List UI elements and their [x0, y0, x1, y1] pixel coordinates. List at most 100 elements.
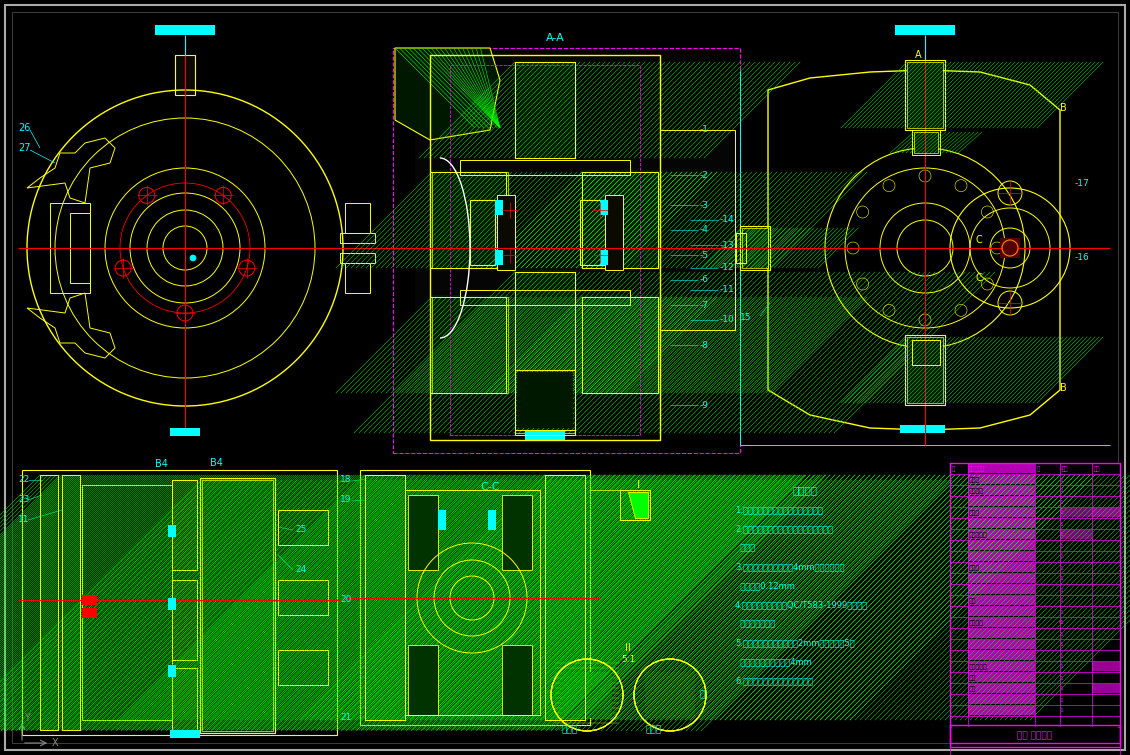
Bar [968, 596, 1035, 605]
Bar [502, 495, 532, 570]
Text: 卡环: 卡环 [970, 675, 976, 681]
Bar [515, 60, 575, 435]
Polygon shape [628, 492, 647, 518]
Text: 5.在制动器处物内压力轴面2mm处时，保压5秒: 5.在制动器处物内压力轴面2mm处时，保压5秒 [734, 639, 854, 648]
Text: 它异物: 它异物 [734, 544, 755, 553]
Text: 技术要求: 技术要求 [792, 485, 817, 495]
Bar [968, 706, 1035, 715]
Text: 1: 1 [1059, 599, 1063, 603]
Text: 11: 11 [18, 516, 29, 525]
Bar [662, 132, 733, 328]
Bar [175, 55, 195, 95]
Bar [950, 747, 1120, 755]
Bar [968, 464, 1035, 473]
Bar [278, 510, 328, 545]
Bar [907, 62, 944, 128]
Bar [515, 272, 575, 433]
Text: 1: 1 [1059, 544, 1063, 548]
Bar [525, 430, 565, 440]
Text: 3.在制动盘大直径处向内4mm，处摩擦面跳: 3.在制动盘大直径处向内4mm，处摩擦面跳 [734, 562, 844, 572]
Text: 1: 1 [1059, 500, 1063, 504]
Bar [40, 475, 58, 730]
Bar [600, 200, 608, 215]
Text: 放油口: 放油口 [970, 565, 980, 571]
Bar [899, 425, 945, 433]
Bar [968, 508, 1035, 517]
Text: 21: 21 [340, 713, 351, 723]
Text: 材料: 材料 [1062, 466, 1069, 472]
Bar [968, 629, 1035, 638]
Bar [62, 475, 80, 730]
Bar [200, 478, 275, 733]
Text: I: I [636, 480, 640, 490]
Bar [580, 170, 660, 270]
Text: 油封: 油封 [970, 686, 976, 692]
Text: 23: 23 [18, 495, 29, 504]
Text: -4: -4 [699, 226, 709, 235]
Bar [914, 132, 938, 153]
Text: 钳盘 式制动器: 钳盘 式制动器 [1017, 732, 1052, 741]
Text: 4.总合技术条件应符合QC/T583-1999《摩车制: 4.总合技术条件应符合QC/T583-1999《摩车制 [734, 600, 868, 609]
Bar [1092, 662, 1120, 671]
Bar [502, 645, 532, 715]
Bar [340, 253, 375, 263]
Text: 1: 1 [1059, 664, 1063, 670]
Bar [82, 485, 172, 720]
Bar [912, 130, 940, 155]
Text: 5:1: 5:1 [620, 655, 635, 664]
Bar [515, 62, 575, 158]
Text: 序: 序 [951, 466, 955, 472]
Text: -8: -8 [699, 341, 709, 350]
Bar [431, 297, 506, 393]
Bar [460, 290, 631, 305]
Bar [968, 585, 1035, 594]
Text: 6: 6 [1059, 621, 1063, 625]
Text: -14: -14 [720, 215, 735, 224]
Text: C: C [975, 273, 982, 283]
Bar [545, 475, 585, 720]
Bar [408, 495, 438, 570]
Text: 动不大于0.12mm: 动不大于0.12mm [734, 581, 794, 590]
Text: 1: 1 [1059, 698, 1063, 702]
Text: 1: 1 [1059, 522, 1063, 526]
Text: -12: -12 [720, 263, 735, 273]
Bar [968, 640, 1035, 649]
Bar [620, 490, 650, 520]
Text: 制块总成: 制块总成 [970, 488, 984, 494]
Bar [513, 270, 577, 435]
Text: A: A [914, 50, 921, 60]
Text: A-A: A-A [546, 33, 564, 43]
Text: B4: B4 [210, 458, 223, 468]
Text: 备注: 备注 [1094, 466, 1101, 472]
Bar [912, 340, 940, 365]
Bar [432, 297, 508, 393]
Bar [431, 172, 506, 268]
Bar [895, 25, 955, 35]
Text: 1: 1 [1059, 565, 1063, 571]
Bar [907, 337, 944, 403]
Text: -16: -16 [1075, 254, 1089, 263]
Bar [914, 132, 938, 153]
Bar [168, 525, 176, 537]
Bar [170, 428, 200, 436]
Text: 24: 24 [295, 565, 306, 575]
Bar [968, 684, 1035, 693]
Bar [582, 297, 658, 393]
Bar [515, 62, 575, 158]
Text: 18: 18 [340, 476, 351, 485]
Text: 1: 1 [1059, 686, 1063, 692]
Bar [968, 541, 1035, 550]
Bar [432, 297, 508, 393]
Text: X: X [52, 738, 59, 748]
Bar [907, 337, 944, 403]
Text: -17: -17 [1075, 178, 1089, 187]
Bar [470, 200, 495, 265]
Text: Y: Y [24, 713, 29, 723]
Bar [968, 651, 1035, 660]
Bar [580, 200, 605, 265]
Text: 制动盘: 制动盘 [970, 477, 980, 482]
Bar [450, 65, 640, 435]
Bar [70, 213, 90, 283]
Bar [968, 519, 1035, 528]
Bar [580, 295, 660, 395]
